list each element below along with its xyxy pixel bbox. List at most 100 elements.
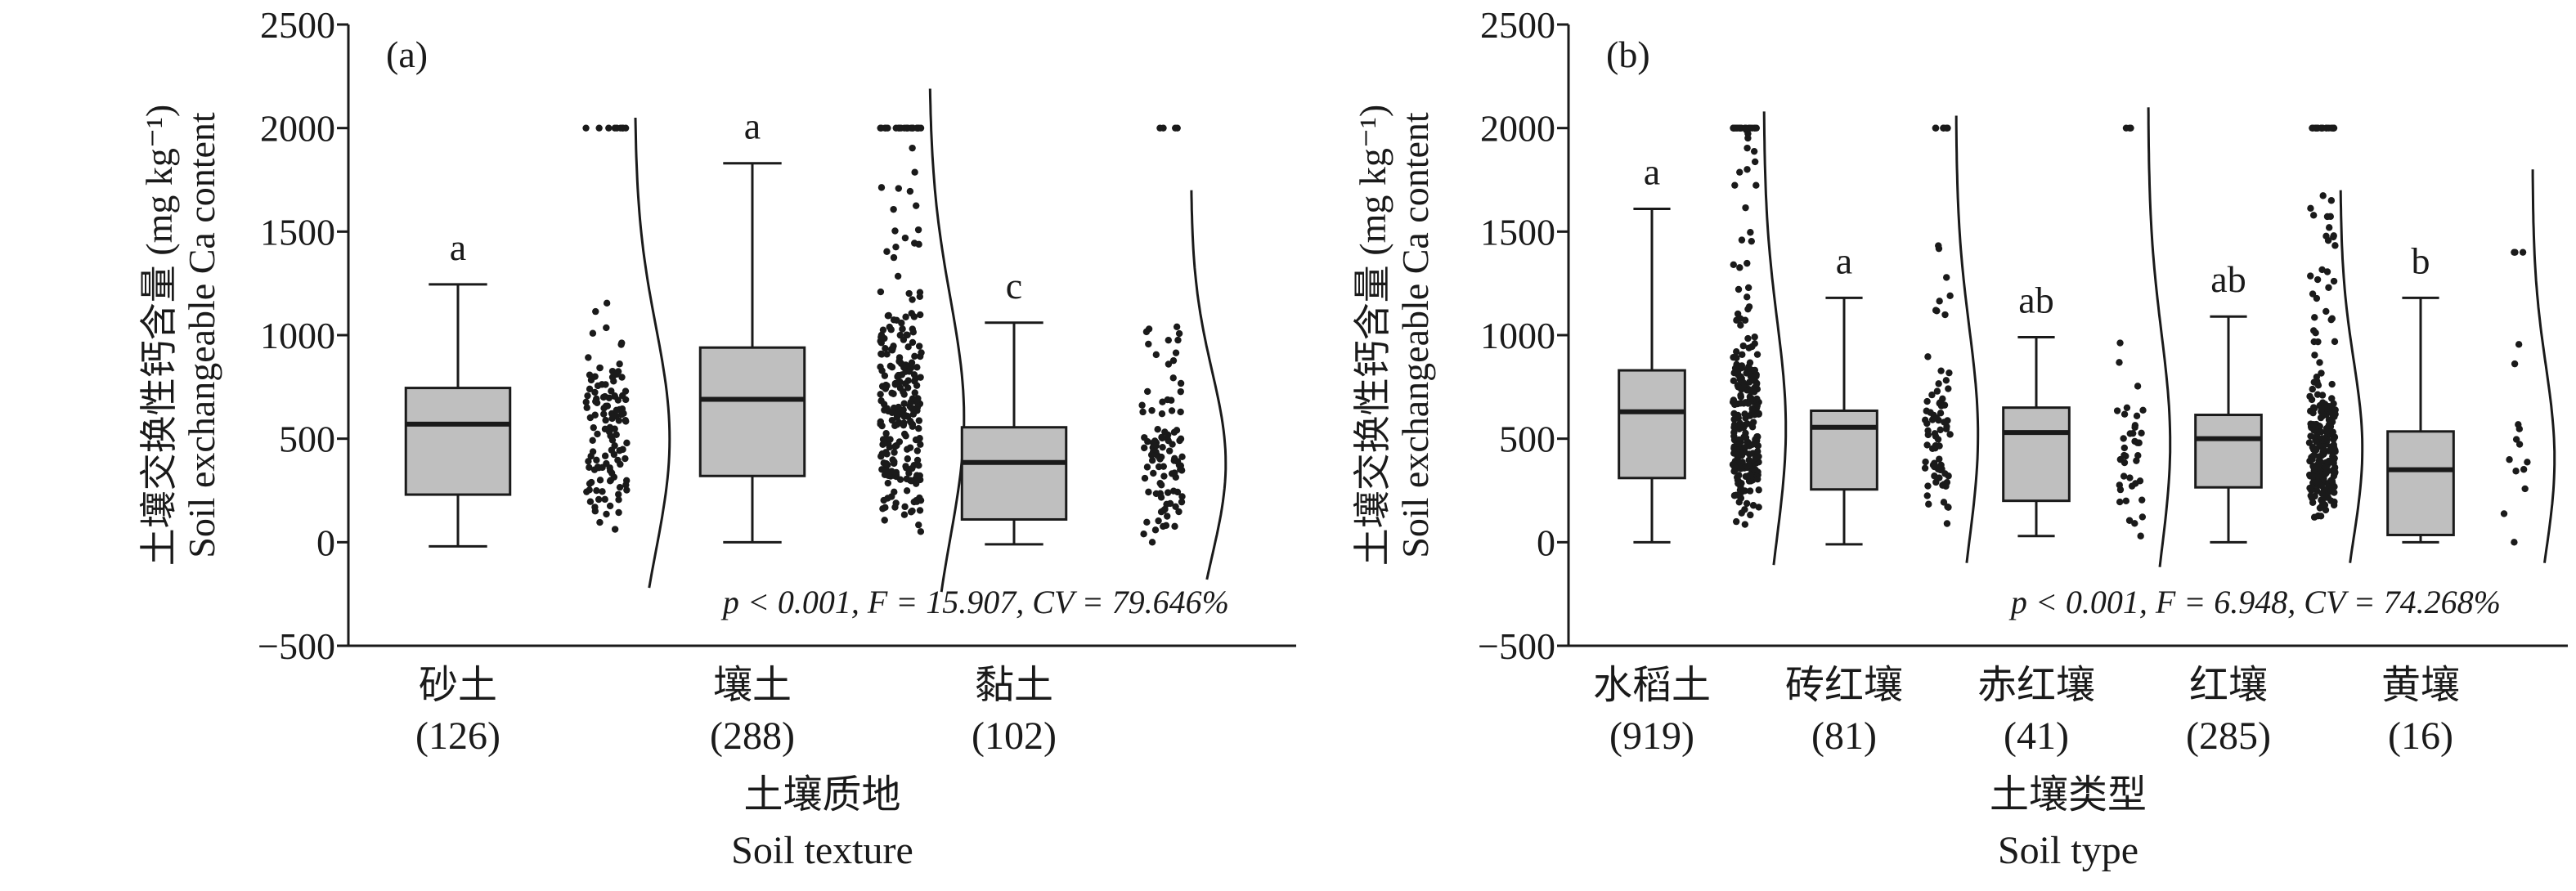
data-point [2120, 435, 2127, 442]
data-point [606, 477, 614, 485]
data-point [2131, 423, 2138, 431]
data-point [2322, 436, 2331, 443]
data-point [908, 310, 915, 317]
data-point [2331, 498, 2338, 506]
data-point [890, 316, 898, 324]
data-point [1156, 454, 1163, 461]
data-point [896, 476, 904, 483]
data-point [623, 439, 631, 447]
data-point [900, 421, 908, 429]
data-point [877, 288, 885, 296]
data-point [589, 329, 597, 337]
data-point [910, 462, 918, 469]
data-point [1145, 488, 1152, 496]
density-curve [1190, 190, 1227, 580]
data-point [1738, 509, 1745, 517]
data-point [2309, 385, 2316, 393]
data-point [877, 184, 886, 191]
data-point [877, 391, 884, 398]
data-point [913, 477, 922, 484]
data-point [2120, 444, 2129, 452]
data-point [622, 124, 630, 132]
data-point [891, 227, 899, 235]
data-point [890, 343, 897, 350]
data-point [1730, 463, 1739, 471]
category-count: (919) [1609, 714, 1694, 758]
data-point [915, 343, 923, 350]
data-point [2330, 410, 2337, 417]
data-point [2309, 455, 2316, 463]
data-point [1151, 526, 1160, 534]
data-point [2318, 124, 2326, 132]
data-point [902, 463, 909, 470]
data-point [886, 436, 894, 443]
data-point [2313, 378, 2321, 385]
chart-panel-b: −500 0 500 1000 1500 2000 2500 土壤交换性钙含量 (mg kg⁻… [1352, 4, 2568, 872]
data-point [909, 338, 917, 347]
data-point [2116, 498, 2124, 506]
data-point [615, 496, 622, 504]
data-point [891, 404, 898, 412]
data-point [913, 364, 921, 371]
data-point [2122, 124, 2130, 132]
data-point [601, 452, 609, 459]
data-point [1174, 336, 1182, 344]
data-point [2122, 452, 2129, 460]
data-point [884, 495, 891, 502]
data-point [1752, 381, 1760, 388]
data-point [1748, 395, 1756, 403]
data-point [1177, 379, 1185, 387]
data-point [586, 371, 594, 378]
data-point [2328, 315, 2336, 322]
data-point [2325, 447, 2333, 454]
data-point [623, 477, 631, 485]
data-point [916, 289, 924, 296]
data-point [1141, 444, 1148, 452]
y-axis-label-en: Soil exchangeable Ca content [1394, 112, 1436, 558]
data-point [2322, 469, 2330, 477]
data-point [1148, 406, 1156, 414]
data-point [882, 449, 890, 456]
data-point [1739, 487, 1746, 495]
data-point [901, 234, 909, 242]
data-point [613, 431, 620, 438]
data-point [1753, 402, 1761, 410]
data-point [596, 477, 604, 484]
data-point [1741, 410, 1748, 418]
data-point [899, 325, 906, 333]
data-point [1744, 334, 1752, 343]
data-point [2307, 204, 2314, 213]
data-point [882, 504, 889, 512]
y-tick-label: 2000 [1480, 108, 1555, 150]
data-point [2331, 338, 2339, 346]
data-point [611, 392, 618, 401]
y-tick-label: 1500 [260, 211, 335, 253]
data-point [1936, 455, 1943, 463]
panel-label: (b) [1606, 34, 1650, 75]
data-point [1147, 451, 1156, 459]
data-point [605, 394, 613, 401]
data-point [2122, 497, 2130, 505]
data-point [2515, 441, 2524, 448]
data-point [1749, 502, 1757, 509]
data-point [893, 414, 901, 421]
data-point [1742, 124, 1749, 132]
data-point [892, 124, 900, 132]
data-point [881, 406, 888, 414]
data-point [1172, 503, 1179, 510]
category-count: (16) [2388, 714, 2453, 758]
data-point [905, 289, 913, 298]
data-point [895, 356, 904, 365]
data-point [1744, 166, 1751, 173]
category-group: a 水稻土 (919) [1593, 111, 1788, 758]
data-point [1752, 181, 1760, 189]
data-point [2515, 425, 2524, 432]
data-point [2131, 437, 2138, 446]
data-point [909, 405, 916, 413]
data-point [917, 441, 924, 448]
data-point [619, 392, 626, 400]
data-point [1932, 124, 1940, 132]
data-point [2316, 460, 2324, 468]
data-point [881, 517, 888, 524]
data-point [1169, 356, 1178, 365]
